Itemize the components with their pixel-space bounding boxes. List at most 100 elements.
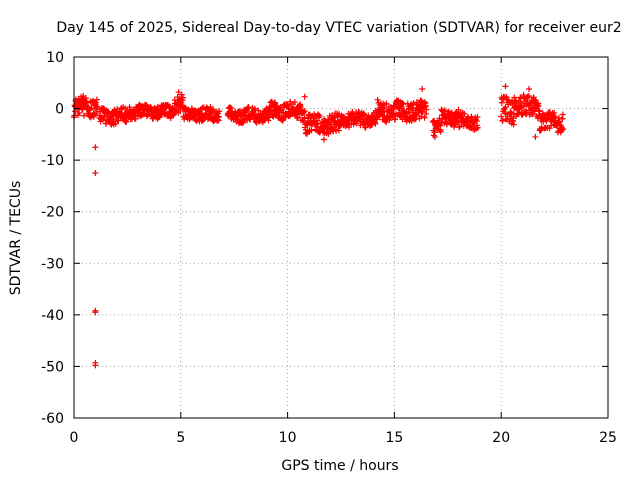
data-point bbox=[461, 110, 468, 117]
data-point bbox=[316, 112, 323, 119]
data-point bbox=[92, 170, 99, 177]
data-point bbox=[509, 118, 516, 125]
data-point bbox=[520, 91, 527, 98]
data-point bbox=[214, 116, 221, 123]
data-point bbox=[215, 113, 222, 120]
data-point bbox=[474, 124, 481, 131]
data-point bbox=[304, 122, 311, 129]
y-tick-label: -50 bbox=[41, 359, 64, 375]
data-point bbox=[284, 102, 291, 109]
data-point bbox=[537, 127, 544, 134]
data-point bbox=[383, 100, 390, 107]
data-point bbox=[520, 103, 527, 110]
data-point bbox=[175, 89, 182, 96]
data-point bbox=[512, 97, 519, 104]
data-point bbox=[360, 110, 367, 117]
data-point bbox=[335, 127, 342, 134]
data-point bbox=[301, 93, 308, 100]
data-point bbox=[456, 123, 463, 130]
x-tick-labels: 0 5 10 15 20 25 bbox=[70, 430, 617, 446]
plot-frame bbox=[73, 56, 609, 419]
y-tick-label: -30 bbox=[41, 256, 64, 272]
data-point bbox=[441, 107, 448, 114]
data-point bbox=[455, 106, 462, 113]
x-tick-label: 25 bbox=[599, 430, 617, 446]
data-point bbox=[437, 128, 444, 135]
data-point bbox=[308, 127, 315, 134]
data-point bbox=[228, 105, 235, 112]
data-point bbox=[498, 113, 505, 120]
data-point bbox=[419, 85, 426, 92]
data-point bbox=[320, 136, 327, 143]
data-point bbox=[92, 99, 99, 106]
data-point bbox=[536, 107, 543, 114]
data-point bbox=[532, 97, 539, 104]
data-point bbox=[93, 103, 100, 110]
data-point bbox=[313, 123, 320, 130]
data-point bbox=[372, 120, 379, 127]
y-tick-labels: 10 0 -10 -20 -30 -40 -50 -60 bbox=[41, 50, 64, 427]
data-point bbox=[80, 112, 87, 119]
data-point bbox=[88, 105, 95, 111]
data-point bbox=[94, 103, 101, 110]
y-tick-label: -10 bbox=[41, 153, 64, 169]
data-point bbox=[559, 111, 566, 118]
data-point bbox=[313, 117, 320, 124]
y-tick-label: -40 bbox=[41, 308, 64, 324]
data-point bbox=[93, 110, 100, 117]
data-point bbox=[76, 109, 83, 116]
data-point bbox=[499, 117, 506, 124]
data-point bbox=[369, 121, 376, 128]
data-point bbox=[393, 110, 400, 117]
data-point bbox=[436, 115, 443, 122]
data-point bbox=[535, 103, 542, 110]
data-point bbox=[83, 99, 90, 106]
x-tick-label: 0 bbox=[70, 430, 79, 446]
data-point bbox=[92, 362, 99, 369]
data-point bbox=[112, 120, 119, 127]
data-point bbox=[410, 100, 417, 107]
data-point bbox=[272, 100, 279, 107]
data-point bbox=[510, 121, 517, 128]
data-point bbox=[210, 106, 217, 113]
chart-title: Day 145 of 2025, Sidereal Day-to-day VTE… bbox=[56, 20, 621, 36]
x-tick-label: 5 bbox=[176, 430, 185, 446]
data-point bbox=[383, 119, 390, 126]
data-point bbox=[294, 114, 301, 121]
x-tick-label: 20 bbox=[492, 430, 510, 446]
data-point bbox=[92, 309, 99, 316]
data-point bbox=[558, 124, 565, 131]
data-point bbox=[421, 114, 428, 121]
data-point bbox=[245, 104, 252, 111]
y-tick-label: 10 bbox=[46, 50, 64, 66]
data-point bbox=[92, 144, 99, 151]
data-point bbox=[525, 92, 532, 99]
y-tick-label: -20 bbox=[41, 205, 64, 221]
data-point bbox=[216, 108, 223, 115]
data-point bbox=[239, 119, 246, 126]
data-point bbox=[374, 96, 381, 103]
data-point bbox=[291, 99, 298, 106]
data-point bbox=[301, 108, 308, 115]
data-point bbox=[399, 99, 406, 106]
data-point bbox=[301, 114, 308, 121]
data-point bbox=[237, 107, 244, 114]
data-point bbox=[560, 126, 567, 133]
data-point bbox=[398, 112, 405, 119]
data-point bbox=[177, 107, 184, 114]
x-tick-label: 15 bbox=[385, 430, 403, 446]
data-point bbox=[418, 113, 425, 120]
data-point bbox=[423, 106, 430, 113]
data-point bbox=[524, 93, 531, 100]
x-axis-label: GPS time / hours bbox=[281, 458, 398, 474]
data-point bbox=[474, 114, 481, 121]
data-point bbox=[247, 116, 254, 123]
data-point bbox=[529, 104, 536, 111]
data-point bbox=[532, 133, 539, 140]
x-tick-label: 10 bbox=[279, 430, 297, 446]
data-point bbox=[422, 103, 429, 110]
data-point bbox=[330, 114, 337, 121]
y-tick-label: -60 bbox=[41, 411, 64, 427]
data-point bbox=[93, 96, 100, 103]
